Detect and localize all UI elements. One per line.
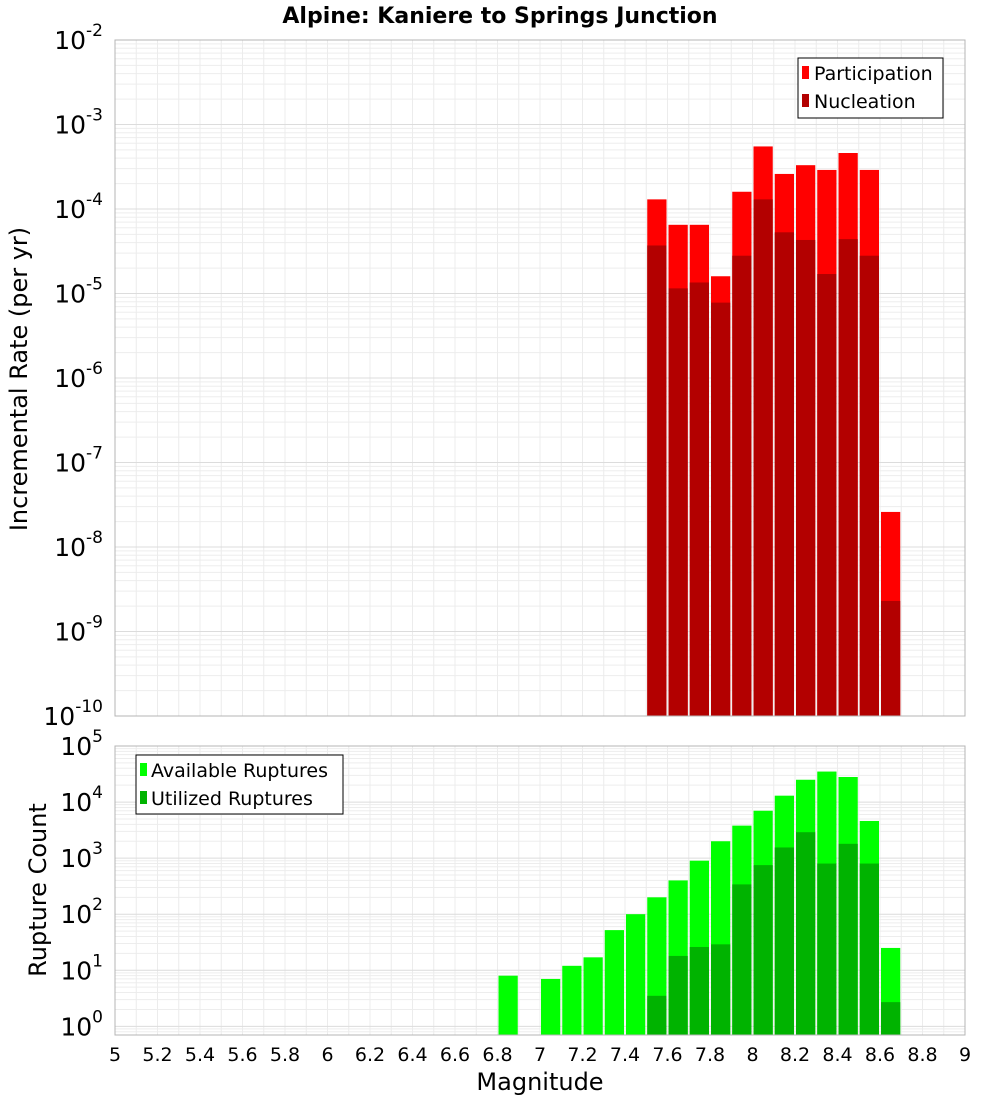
top-series-1 <box>647 199 901 717</box>
top-y-tick-label: 10-10 <box>43 697 103 731</box>
x-tick-label: 7.8 <box>695 1044 725 1066</box>
top-bar-1 <box>881 600 901 716</box>
bottom-bar-0 <box>562 965 582 1035</box>
top-y-tick-label: 10-7 <box>54 444 103 478</box>
legend-label-utilized: Utilized Ruptures <box>151 788 313 810</box>
x-tick-label: 6 <box>321 1044 333 1066</box>
top-legend: Participation Nucleation <box>797 57 944 119</box>
bottom-bar-1 <box>647 995 667 1035</box>
bottom-y-tick-label: 103 <box>60 839 103 873</box>
top-y-axis-label: Incremental Rate (per yr) <box>5 227 33 531</box>
x-tick-label: 7.6 <box>652 1044 682 1066</box>
legend-swatch-nucleation <box>802 94 809 107</box>
bottom-y-tick-label: 104 <box>60 783 103 817</box>
x-axis-label: Magnitude <box>476 1068 603 1096</box>
x-tick-label: 8.8 <box>907 1044 937 1066</box>
bottom-legend-box <box>135 754 344 815</box>
top-y-tick-label: 10-9 <box>54 613 103 647</box>
bottom-bar-0 <box>604 930 624 1035</box>
top-bar-1 <box>647 245 667 717</box>
bottom-series-1 <box>647 832 901 1035</box>
x-tick-label: 8.4 <box>822 1044 852 1066</box>
bottom-bar-1 <box>732 884 752 1035</box>
bottom-bar-1 <box>859 863 879 1035</box>
chart-title: Alpine: Kaniere to Springs Junction <box>282 4 717 29</box>
legend-label-nucleation: Nucleation <box>814 91 916 113</box>
bottom-bar-1 <box>796 832 816 1035</box>
bottom-bar-0 <box>583 957 603 1035</box>
bottom-bar-1 <box>711 944 731 1035</box>
x-tick-label: 6.8 <box>482 1044 512 1066</box>
top-bar-1 <box>753 199 773 717</box>
top-y-tick-label: 10-5 <box>54 275 103 309</box>
rupture-count-plot: 100 101 102 103 104 105 5 5.2 5.4 5.6 5.8 6 6.2 6.4 6.… <box>60 727 971 1066</box>
bottom-legend: Available Ruptures Utilized Ruptures <box>135 754 344 815</box>
legend-label-participation: Participation <box>814 63 933 85</box>
bottom-bar-1 <box>881 1002 901 1035</box>
bottom-y-tick-label: 105 <box>60 727 103 761</box>
bottom-bar-1 <box>774 847 794 1035</box>
top-plot-frame <box>114 39 966 717</box>
top-bar-1 <box>668 288 688 716</box>
top-y-tick-label: 10-2 <box>54 21 103 55</box>
bottom-x-tick-labels: 5 5.2 5.4 5.6 5.8 6 6.2 6.4 6.6 6.8 7 7.2 7.4 7.6 7.8 8… <box>109 1044 971 1066</box>
bottom-y-axis-label: Rupture Count <box>24 803 52 977</box>
legend-label-available: Available Ruptures <box>151 760 328 782</box>
bottom-bar-0 <box>626 914 646 1035</box>
x-tick-label: 6.4 <box>397 1044 427 1066</box>
bottom-y-tick-label: 100 <box>60 1007 103 1041</box>
top-y-tick-label: 10-8 <box>54 528 103 562</box>
x-tick-label: 8 <box>746 1044 758 1066</box>
x-tick-label: 5.6 <box>227 1044 257 1066</box>
top-y-tick-label: 10-4 <box>54 190 103 224</box>
x-tick-label: 7 <box>534 1044 546 1066</box>
legend-swatch-utilized <box>140 791 147 804</box>
legend-swatch-participation <box>802 66 809 79</box>
x-tick-label: 7.2 <box>567 1044 597 1066</box>
x-tick-label: 9 <box>959 1044 971 1066</box>
top-y-tick-labels: 10-10 10-9 10-8 10-7 10-6 10-5 10-4 10-3 10-2 <box>43 21 103 731</box>
bottom-bar-1 <box>753 865 773 1035</box>
bottom-bar-0 <box>541 978 561 1035</box>
bottom-y-tick-label: 101 <box>60 951 103 985</box>
bottom-bar-1 <box>838 843 858 1035</box>
x-tick-label: 5.2 <box>142 1044 172 1066</box>
top-legend-box <box>797 57 944 119</box>
x-tick-label: 8.6 <box>865 1044 895 1066</box>
bottom-bar-0 <box>498 975 518 1035</box>
x-tick-label: 6.2 <box>355 1044 385 1066</box>
top-bar-1 <box>838 239 858 717</box>
top-bar-1 <box>774 232 794 716</box>
x-tick-label: 5.4 <box>185 1044 215 1066</box>
x-tick-label: 5.8 <box>270 1044 300 1066</box>
x-tick-label: 7.4 <box>610 1044 640 1066</box>
bottom-y-tick-labels: 100 101 102 103 104 105 <box>60 727 103 1041</box>
bottom-bar-1 <box>668 955 688 1035</box>
bottom-bar-1 <box>689 946 709 1035</box>
top-bar-1 <box>689 282 709 716</box>
x-tick-label: 6.6 <box>440 1044 470 1066</box>
top-y-tick-label: 10-6 <box>54 359 103 393</box>
top-bar-1 <box>796 239 816 716</box>
bottom-y-tick-label: 102 <box>60 895 103 929</box>
x-tick-label: 5 <box>109 1044 121 1066</box>
top-bar-1 <box>711 302 731 716</box>
bottom-plot-frame <box>114 745 966 1036</box>
legend-swatch-available <box>140 763 147 776</box>
top-bar-1 <box>859 255 879 716</box>
top-y-tick-label: 10-3 <box>54 106 103 140</box>
top-bar-1 <box>817 274 837 716</box>
x-tick-label: 8.2 <box>780 1044 810 1066</box>
top-bar-1 <box>732 255 752 716</box>
bottom-bar-1 <box>817 863 837 1035</box>
participation-nucleation-plot: 10-10 10-9 10-8 10-7 10-6 10-5 10-4 10-3 10-2 <box>43 21 966 731</box>
